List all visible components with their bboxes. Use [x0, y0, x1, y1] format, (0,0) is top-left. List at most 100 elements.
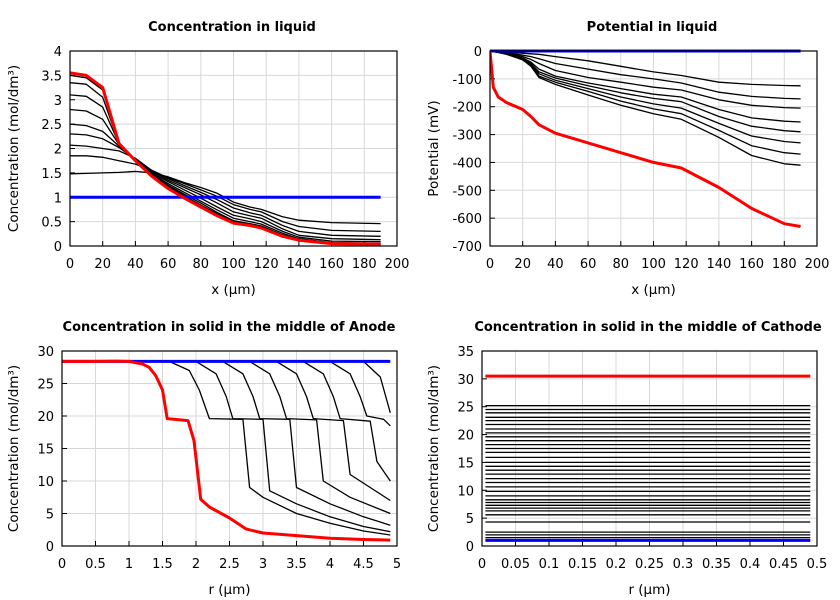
series-line-red — [490, 50, 801, 228]
y-tick-label: -600 — [452, 212, 482, 227]
y-tick-label: 5 — [466, 512, 474, 527]
x-tick-label: 80 — [613, 257, 630, 272]
series-line — [62, 360, 391, 482]
x-tick-label: 40 — [127, 257, 144, 272]
y-tick-label: -400 — [452, 156, 482, 171]
x-tick-label: 160 — [319, 257, 344, 272]
y-tick-label: 2 — [54, 143, 62, 158]
x-tick-label: 200 — [385, 257, 410, 272]
x-tick-label: 0.1 — [539, 557, 560, 572]
x-axis-label: r (µm) — [628, 582, 670, 598]
x-tick-label: 0 — [66, 257, 74, 272]
x-tick-label: 2 — [192, 557, 200, 572]
plot-frame — [61, 350, 398, 547]
x-axis-label: r (µm) — [208, 582, 250, 598]
y-tick-label: 3.5 — [41, 69, 62, 84]
series-group — [70, 71, 381, 246]
x-tick-label: 40 — [547, 257, 564, 272]
x-axis-label: x (µm) — [211, 282, 256, 298]
y-tick-label: 0 — [54, 240, 62, 255]
y-tick-label: 30 — [37, 345, 54, 360]
y-tick-label: 0 — [466, 540, 474, 555]
chart-title: Concentration in liquid — [148, 20, 316, 35]
series-line — [62, 360, 391, 533]
x-tick-label: 60 — [580, 257, 597, 272]
subplot-4: 0 0.05 0.1 0.15 0.2 0.25 0.3 0.35 0.4 0.45 0.5 0 5 10… — [426, 320, 827, 598]
series-line — [62, 360, 391, 413]
chart-title: Potential in liquid — [587, 20, 718, 35]
x-tick-label: 4.5 — [353, 557, 374, 572]
x-tick-label: 180 — [352, 257, 377, 272]
y-tick-label: 0 — [474, 45, 482, 60]
x-tick-label: 0.45 — [769, 557, 798, 572]
x-tick-label: 4 — [326, 557, 334, 572]
y-tick-label: 15 — [457, 456, 474, 471]
y-tick-label: 0 — [46, 540, 54, 555]
y-tick-label: 0.5 — [41, 216, 62, 231]
plot-frame — [69, 50, 398, 247]
y-tick-label: 25 — [457, 401, 474, 416]
plot-frame — [489, 50, 818, 247]
y-tick-label: 4 — [54, 45, 62, 60]
series-group — [490, 49, 801, 228]
y-tick-label: 25 — [37, 378, 54, 393]
x-tick-label: 180 — [772, 257, 797, 272]
plot-frame — [481, 350, 818, 547]
x-tick-label: 1 — [125, 557, 133, 572]
y-tick-label: -700 — [452, 240, 482, 255]
y-tick-label: 10 — [37, 475, 54, 490]
y-tick-label: 10 — [457, 484, 474, 499]
x-tick-label: 0 — [478, 557, 486, 572]
chart-title: Concentration in solid in the middle of … — [474, 320, 822, 335]
subplot-2: 0 20 40 60 80 100 120 140 160 180 200 -700 -600 -500 -… — [426, 20, 829, 298]
x-tick-label: 20 — [94, 257, 111, 272]
y-tick-label: -300 — [452, 129, 482, 144]
x-tick-label: 160 — [739, 257, 764, 272]
x-tick-label: 3.5 — [286, 557, 307, 572]
series-line — [70, 170, 381, 225]
x-tick-label: 0.3 — [673, 557, 694, 572]
series-line — [62, 360, 391, 536]
x-tick-label: 80 — [193, 257, 210, 272]
x-tick-label: 0 — [486, 257, 494, 272]
subplot-3: 0 0.5 1 1.5 2 2.5 3 3.5 4 4.5 5 0 5 10 15 20 25 30 Concent… — [6, 320, 401, 598]
y-tick-label: 1.5 — [41, 167, 62, 182]
x-tick-label: 2.5 — [219, 557, 240, 572]
series-line — [70, 108, 381, 244]
x-tick-label: 0.25 — [635, 557, 664, 572]
y-tick-label: 20 — [37, 410, 54, 425]
chart-title: Concentration in solid in the middle of … — [63, 320, 396, 335]
x-axis-label: x (µm) — [631, 282, 676, 298]
y-tick-label: 1 — [54, 191, 62, 206]
series-line — [70, 144, 381, 237]
y-tick-label: -100 — [452, 73, 482, 88]
y-tick-label: 35 — [457, 345, 474, 360]
x-tick-label: 140 — [286, 257, 311, 272]
x-tick-label: 0.15 — [568, 557, 597, 572]
y-tick-label: 15 — [37, 443, 54, 458]
x-tick-label: 120 — [674, 257, 699, 272]
series-line-red — [62, 359, 391, 542]
y-tick-label: 2.5 — [41, 118, 62, 133]
y-tick-label: 3 — [54, 94, 62, 109]
x-tick-label: 120 — [254, 257, 279, 272]
series-line — [490, 50, 801, 166]
series-line — [70, 155, 381, 233]
y-tick-label: -200 — [452, 101, 482, 116]
y-tick-label: 30 — [457, 373, 474, 388]
x-tick-label: 100 — [221, 257, 246, 272]
series-line-red — [70, 71, 381, 246]
x-tick-label: 0.2 — [606, 557, 627, 572]
x-tick-label: 60 — [160, 257, 177, 272]
y-tick-label: 20 — [457, 429, 474, 444]
series-line — [62, 360, 391, 502]
y-axis-label: Concentration (mol/dm³) — [6, 65, 22, 232]
x-tick-label: 100 — [641, 257, 666, 272]
series-line — [70, 133, 381, 241]
series-line — [490, 50, 801, 109]
x-tick-label: 140 — [706, 257, 731, 272]
x-tick-label: 0.5 — [85, 557, 106, 572]
x-tick-label: 0 — [58, 557, 66, 572]
series-group — [485, 374, 811, 542]
x-tick-label: 0.4 — [740, 557, 761, 572]
